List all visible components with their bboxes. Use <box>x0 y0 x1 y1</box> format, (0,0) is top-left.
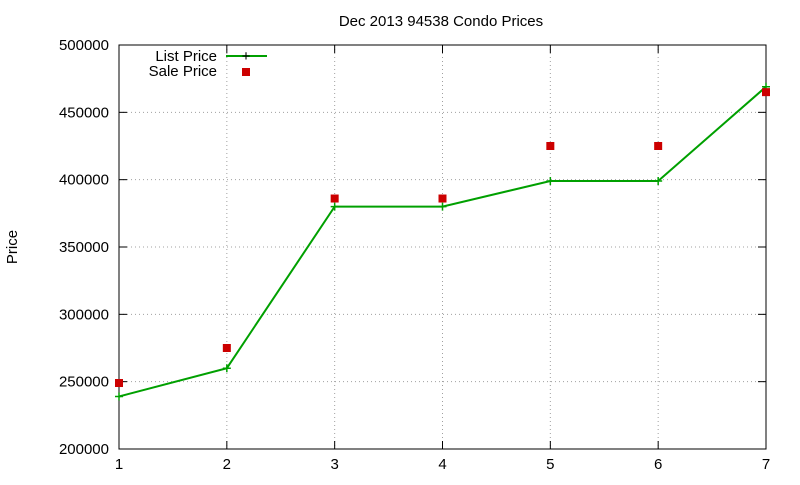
x-tick-label: 6 <box>654 456 662 473</box>
legend-label-list-price: List Price <box>155 48 217 65</box>
point-sale-price <box>762 88 770 97</box>
point-list-price <box>654 177 663 186</box>
point-sale-price <box>222 344 231 352</box>
y-tick-label: 500000 <box>59 37 109 54</box>
x-tick-label: 1 <box>115 456 123 473</box>
legend: List Price Sale Price + <box>149 48 267 80</box>
x-tick-label: 7 <box>762 456 770 473</box>
y-tick-label: 450000 <box>59 104 109 121</box>
point-list-price <box>438 202 447 211</box>
legend-label-sale-price: Sale Price <box>149 63 217 80</box>
y-tick-label: 250000 <box>59 374 109 391</box>
point-sale-price <box>115 379 123 388</box>
x-tick-label: 4 <box>438 456 446 473</box>
point-list-price <box>222 364 231 373</box>
chart-title: Dec 2013 94538 Condo Prices <box>339 13 543 30</box>
point-list-price <box>330 202 339 211</box>
y-tick-label: 300000 <box>59 306 109 323</box>
legend-marker-list-price: + <box>242 48 251 65</box>
legend-swatch-sale-price <box>242 68 250 76</box>
point-sale-price <box>330 194 339 203</box>
y-tick-label: 200000 <box>59 441 109 458</box>
point-list-price <box>546 177 555 186</box>
series-layer <box>115 82 770 401</box>
x-tick-label: 5 <box>546 456 554 473</box>
y-tick-label: 350000 <box>59 239 109 256</box>
point-list-price <box>115 392 123 401</box>
point-sale-price <box>654 142 663 150</box>
y-tick-label: 400000 <box>59 172 109 189</box>
axis-ticks: 200000 250000 300000 350000 400000 450000 5000… <box>59 37 770 473</box>
grid-lines <box>119 45 766 449</box>
x-tick-label: 3 <box>330 456 338 473</box>
point-sale-price <box>438 194 447 203</box>
y-axis-label: Price <box>4 230 21 264</box>
x-tick-label: 2 <box>223 456 231 473</box>
point-sale-price <box>546 142 555 150</box>
